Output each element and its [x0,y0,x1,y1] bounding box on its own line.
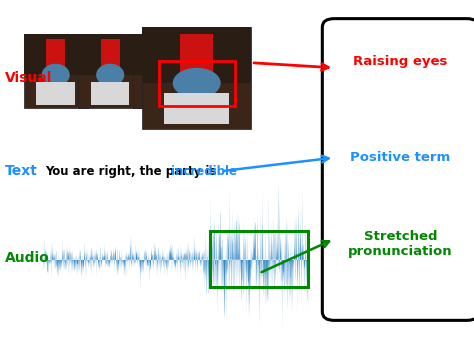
Bar [133,34,197,75]
FancyBboxPatch shape [155,39,174,67]
Text: Raising eyes: Raising eyes [353,55,448,67]
Bar [24,34,88,75]
Text: Stretched
pronunciation: Stretched pronunciation [348,230,453,258]
FancyBboxPatch shape [36,82,75,105]
Bar [133,34,197,108]
Text: Positive term: Positive term [350,151,451,164]
Text: Visual: Visual [5,71,52,85]
Ellipse shape [42,64,70,86]
FancyBboxPatch shape [46,39,65,67]
Text: Text: Text [5,164,37,178]
Bar [142,27,251,129]
Bar [78,34,142,75]
FancyBboxPatch shape [164,93,229,124]
Text: incredible: incredible [171,165,237,178]
FancyBboxPatch shape [180,34,213,73]
Ellipse shape [173,68,221,98]
Bar [78,34,142,108]
Bar [24,34,88,108]
FancyBboxPatch shape [322,19,474,320]
Text: You are right, the party is: You are right, the party is [45,165,220,178]
FancyBboxPatch shape [146,82,184,105]
Ellipse shape [151,64,179,86]
FancyBboxPatch shape [100,39,120,67]
Text: Audio: Audio [5,251,49,265]
Ellipse shape [96,64,124,86]
FancyBboxPatch shape [91,82,129,105]
Bar [142,27,251,83]
